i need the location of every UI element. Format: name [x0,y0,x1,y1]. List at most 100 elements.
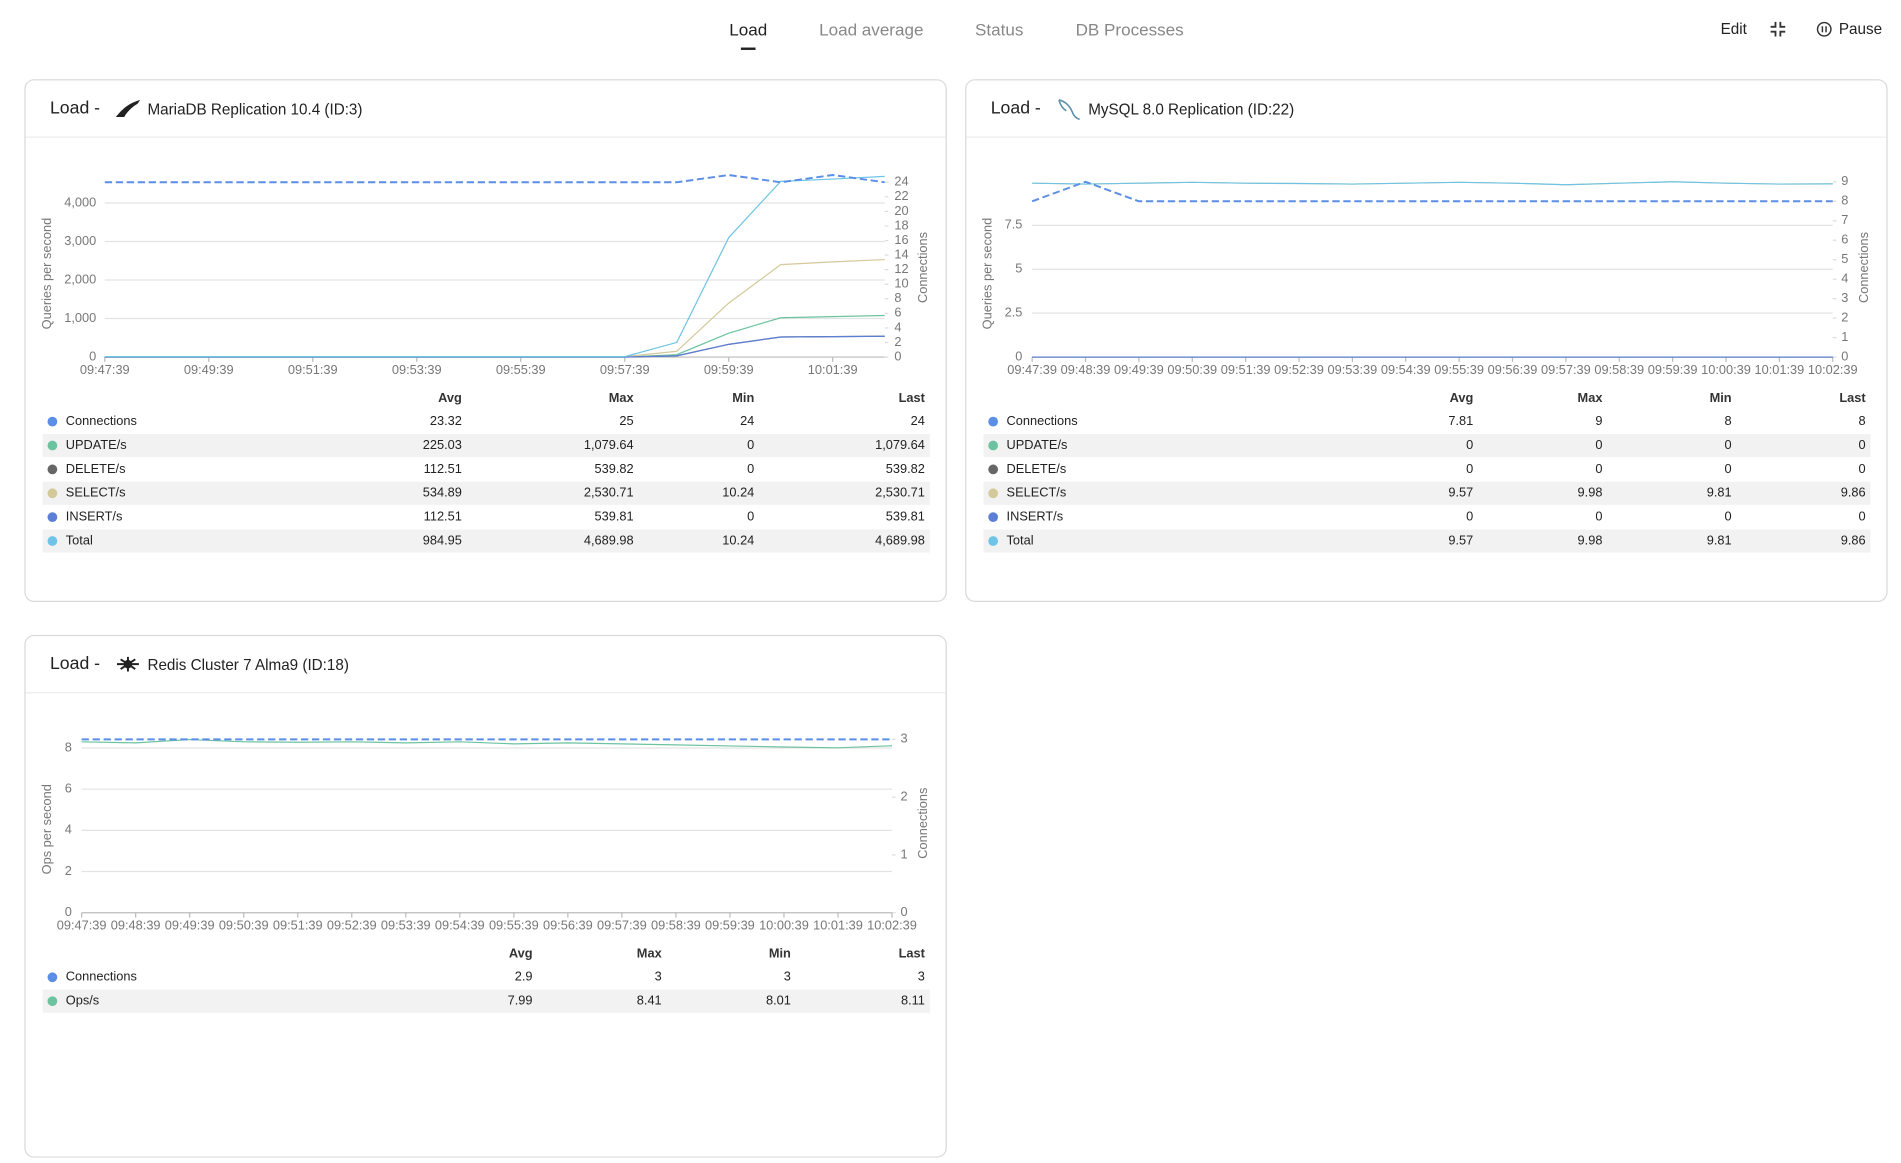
legend-label: SELECT/s [66,485,126,500]
x-tick-label: 09:55:39 [496,362,546,377]
x-tick-label: 09:51:39 [1221,362,1271,377]
table-cell: 25 [619,413,633,428]
legend-label: Connections [66,413,137,428]
series-line [104,258,885,358]
x-tick-label: 10:02:39 [1808,362,1858,377]
table-row-bg [42,529,930,553]
x-tick-label: 10:00:39 [1701,362,1751,377]
series-line [104,314,885,358]
chart: 0 2.5 5 7.5 0 1 2 3 4 5 6 7 8 9 Queries per second Conn… [980,173,1871,553]
x-tick-label: 09:57:39 [600,362,650,377]
x-tick-label: 09:57:39 [1541,362,1591,377]
table-cell: 7.81 [1448,413,1473,428]
y2-axis-title: Connections [915,788,930,859]
x-tick-label: 09:54:39 [1381,362,1431,377]
panel-subtitle: MySQL 8.0 Replication (ID:22) [1088,101,1295,119]
table-cell: 0 [1466,437,1473,452]
y2-tick-label: 2 [1841,309,1848,324]
panel-subtitle: MariaDB Replication 10.4 (ID:3) [147,101,363,119]
x-tick-label: 09:51:39 [288,362,338,377]
y-axis-title: Queries per second [39,218,54,330]
x-tick-label: 09:50:39 [219,918,269,933]
nav-tab[interactable]: Status [975,19,1024,39]
panel: 0 2.5 5 7.5 0 1 2 3 4 5 6 7 8 9 Queries per second Conn… [965,79,1888,602]
series-line [1032,181,1833,186]
legend-label: UPDATE/s [1007,437,1068,452]
legend-dot [988,512,999,523]
panel-title: Load - [49,654,101,674]
series-line [104,175,885,358]
nav-tab[interactable]: DB Processes [1075,19,1184,39]
table-header: Min [769,946,791,961]
y2-tick-label: 7 [1841,212,1848,227]
table-cell: 539.82 [886,461,925,476]
table-cell: 9.86 [1841,485,1866,500]
mysql-icon [1058,99,1080,121]
table-cell: 0 [1466,461,1473,476]
pause-icon[interactable] [1816,21,1833,38]
nav-tab[interactable]: Load [729,19,768,39]
x-tick-label: 10:01:39 [1755,362,1805,377]
table-cell: 9 [1595,413,1602,428]
y2-axis-title: Connections [915,232,930,303]
table-cell: 24 [740,413,754,428]
x-tick-label: 09:52:39 [327,918,377,933]
edit-button[interactable]: Edit [1720,20,1747,38]
table-cell: 8.11 [901,993,925,1008]
panel-subtitle: Redis Cluster 7 Alma9 (ID:18) [147,656,349,674]
y-tick-label: 7.5 [1005,217,1023,232]
table-cell: 112.51 [424,509,462,524]
legend-dot [988,488,999,499]
y2-tick-label: 6 [894,305,901,320]
legend-label: INSERT/s [1007,509,1064,524]
mariadb-icon [115,99,141,117]
table-cell: 9.57 [1448,532,1473,547]
table-cell: 539.81 [886,509,925,524]
redis-icon [116,656,139,672]
panel-title: Load - [49,98,101,119]
pause-button[interactable]: Pause [1838,20,1883,38]
y-tick-label: 4 [65,822,72,837]
y2-tick-label: 14 [894,246,908,261]
table-cell: 2,530.71 [875,485,925,500]
y2-tick-label: 18 [894,217,908,232]
table-cell: 2.9 [515,969,533,984]
table-cell: 0 [747,461,754,476]
y-tick-label: 0 [89,348,96,363]
table-cell: 0 [1859,461,1866,476]
table-cell: 225.03 [423,437,462,452]
y-tick-label: 0 [65,904,72,919]
table-cell: 8.01 [766,993,791,1008]
y2-tick-label: 1 [1841,329,1848,344]
series-line [81,738,893,749]
y-tick-label: 2 [65,863,72,878]
y-tick-label: 8 [65,739,72,754]
y2-axis-title: Connections [1856,232,1871,303]
legend-dot [47,536,58,546]
y2-tick-label: 2 [901,789,908,804]
y-tick-label: 0 [1015,348,1022,363]
x-tick-label: 09:53:39 [392,362,442,377]
series-line [1031,180,1833,203]
table-cell: 3 [918,969,925,984]
y-axis-title: Queries per second [980,218,995,330]
chart: 0 2 4 6 8 0 1 2 3 Ops per second Connections 09:47:… [39,731,930,1013]
table-cell: 8 [1859,413,1866,428]
x-tick-label: 09:56:39 [543,918,593,933]
x-tick-label: 09:48:39 [111,918,161,933]
nav-tab[interactable]: Load average [819,19,924,39]
active-tab-underline [740,47,756,50]
table-header: Max [1578,390,1604,405]
collapse-button[interactable] [1768,19,1787,38]
table-cell: 534.89 [423,485,462,500]
x-tick-label: 09:48:39 [1061,362,1111,377]
table-row-bg [983,481,1871,505]
x-tick-label: 09:49:39 [184,362,234,377]
x-tick-label: 09:59:39 [704,362,754,377]
legend-label: SELECT/s [1007,485,1067,500]
y-tick-label: 2,000 [64,271,96,286]
x-tick-label: 10:02:39 [867,918,917,933]
table-header: Min [732,390,754,405]
legend-label: Total [1007,532,1034,547]
legend-label: DELETE/s [66,461,126,476]
